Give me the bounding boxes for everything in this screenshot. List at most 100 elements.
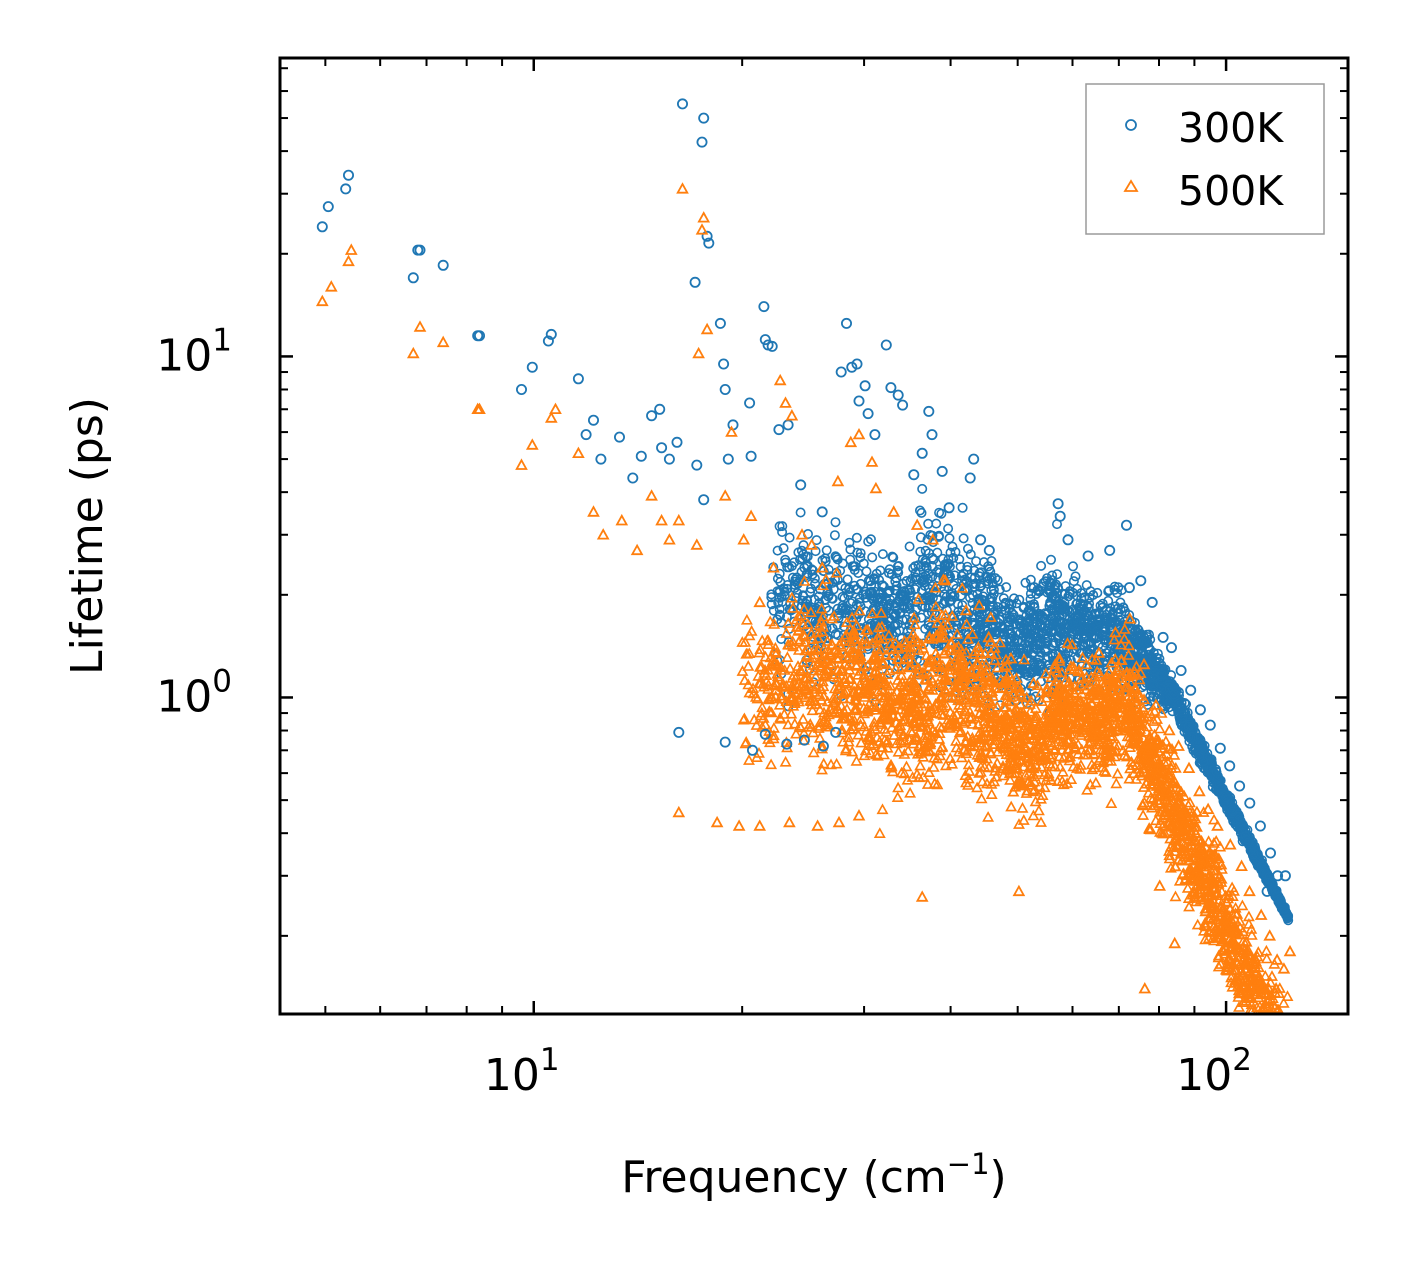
data-point-500k <box>1137 809 1150 820</box>
data-point-300k <box>821 545 832 556</box>
data-point-500k <box>779 755 792 767</box>
data-point-500k <box>788 717 801 729</box>
data-point-500k <box>913 771 925 783</box>
data-point-300k <box>991 627 1002 638</box>
data-point-300k <box>1030 625 1041 636</box>
data-point-500k <box>817 757 830 769</box>
data-point-300k <box>1092 587 1103 598</box>
data-point-500k <box>987 721 1000 733</box>
data-point-500k <box>1009 707 1022 719</box>
data-point-300k <box>1156 669 1167 680</box>
data-point-500k <box>760 669 773 681</box>
data-point-300k <box>1045 618 1056 629</box>
data-point-500k <box>1112 663 1125 675</box>
data-point-300k <box>777 526 788 537</box>
data-point-500k <box>794 664 807 676</box>
data-point-300k <box>958 533 969 544</box>
data-point-500k <box>941 673 954 685</box>
data-point-500k <box>956 582 969 593</box>
data-point-500k <box>945 637 958 649</box>
data-point-500k <box>1151 738 1164 750</box>
data-point-500k <box>974 706 987 718</box>
data-point-300k <box>1067 626 1078 637</box>
data-point-300k <box>891 580 902 591</box>
data-point-300k <box>766 599 777 610</box>
data-point-300k <box>852 547 863 558</box>
data-point-300k <box>892 561 903 572</box>
data-point-300k <box>920 592 931 603</box>
data-point-300k <box>941 591 952 602</box>
data-point-500k <box>1183 900 1196 912</box>
data-point-500k <box>1035 816 1047 827</box>
data-point-500k <box>1264 976 1277 988</box>
data-point-500k <box>902 648 915 659</box>
data-point-500k <box>1075 687 1088 699</box>
data-point-500k <box>787 601 799 613</box>
data-point-300k <box>1177 713 1188 724</box>
data-point-300k <box>1154 657 1165 668</box>
data-point-500k <box>792 635 805 647</box>
data-point-500k <box>1007 785 1020 797</box>
data-point-300k <box>905 587 916 598</box>
data-point-300k <box>904 603 915 614</box>
data-point-500k <box>912 644 925 655</box>
data-point-500k <box>936 678 949 690</box>
data-point-500k <box>904 786 917 798</box>
data-point-300k <box>1017 665 1028 676</box>
data-point-500k <box>916 719 929 731</box>
data-point-500k <box>956 654 969 666</box>
data-point-300k <box>1148 691 1159 702</box>
data-point-300k <box>802 595 813 606</box>
data-point-500k <box>944 752 957 764</box>
data-point-300k <box>1055 617 1066 628</box>
data-point-500k <box>1000 733 1013 745</box>
data-point-500k <box>907 705 920 716</box>
data-point-300k <box>1049 580 1060 591</box>
data-point-500k <box>1147 773 1160 785</box>
data-point-300k <box>868 573 879 584</box>
data-point-300k <box>1243 837 1254 848</box>
data-point-500k <box>1065 723 1078 734</box>
data-point-500k <box>891 674 904 685</box>
data-point-500k <box>1004 695 1017 707</box>
data-point-300k <box>1084 637 1095 648</box>
data-point-500k <box>747 682 759 694</box>
data-point-500k <box>1014 741 1027 753</box>
data-point-500k <box>885 721 898 733</box>
data-point-500k <box>792 695 805 707</box>
data-point-500k <box>920 649 933 661</box>
data-point-500k <box>1077 720 1090 732</box>
data-point-500k <box>768 679 780 691</box>
data-point-300k <box>1187 726 1198 737</box>
data-point-500k <box>1251 950 1264 962</box>
data-point-500k <box>984 611 997 622</box>
data-point-500k <box>906 682 918 694</box>
data-point-500k <box>1007 747 1019 759</box>
data-point-500k <box>984 647 997 658</box>
data-point-300k <box>1091 609 1102 620</box>
data-point-500k <box>1045 722 1057 734</box>
data-point-500k <box>1090 654 1103 665</box>
data-point-500k <box>884 679 897 691</box>
data-point-500k <box>806 704 819 716</box>
data-point-500k <box>835 665 848 677</box>
data-point-300k <box>830 551 841 562</box>
data-point-300k <box>1025 600 1036 611</box>
data-point-500k <box>747 687 760 699</box>
data-point-500k <box>838 712 851 724</box>
data-point-500k <box>1057 722 1070 734</box>
data-point-500k <box>846 611 858 623</box>
data-point-300k <box>883 600 894 611</box>
data-point-500k <box>939 674 952 686</box>
data-point-500k <box>843 650 856 662</box>
data-point-500k <box>1190 805 1203 817</box>
data-point-500k <box>960 618 973 629</box>
data-point-500k <box>1110 745 1123 757</box>
data-point-500k <box>915 687 927 698</box>
data-point-500k <box>922 656 935 668</box>
data-point-500k <box>898 748 911 759</box>
data-point-300k <box>1105 603 1116 614</box>
data-point-500k <box>1208 813 1220 825</box>
data-point-300k <box>1079 610 1090 621</box>
data-point-500k <box>1239 964 1252 976</box>
